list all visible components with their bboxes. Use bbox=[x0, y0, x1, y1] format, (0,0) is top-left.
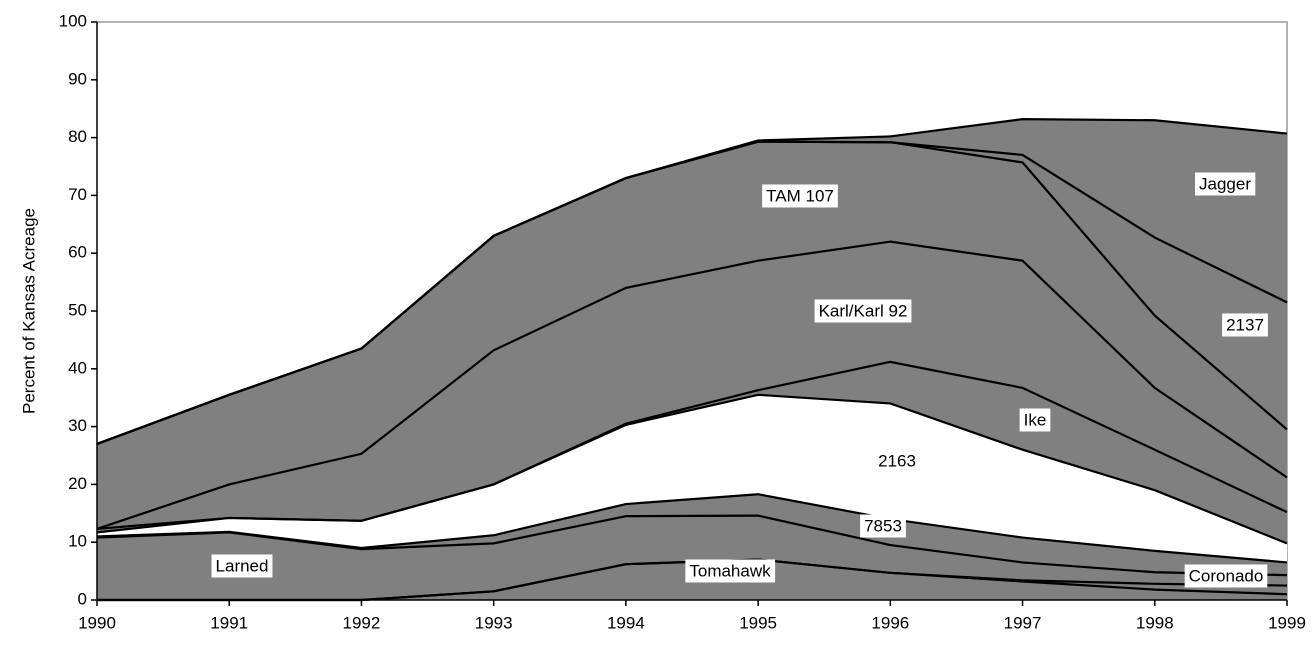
series-label-text: Ike bbox=[1024, 410, 1047, 429]
series-label: 2137 bbox=[1222, 313, 1268, 337]
area bbox=[97, 241, 1287, 529]
x-tick-label: 1998 bbox=[1136, 613, 1174, 632]
label-box bbox=[1184, 564, 1268, 588]
x-tick-label: 1991 bbox=[210, 613, 248, 632]
area bbox=[97, 119, 1287, 444]
area-line bbox=[96, 493, 1288, 564]
label-box bbox=[762, 184, 838, 208]
y-tick-label: 20 bbox=[68, 474, 87, 493]
label-box bbox=[1222, 313, 1268, 337]
x-tick-label: 1990 bbox=[78, 613, 116, 632]
series-label-text: Jagger bbox=[1199, 174, 1251, 193]
label-box bbox=[211, 554, 273, 578]
area bbox=[97, 494, 1287, 576]
series-label: 7853 bbox=[860, 514, 906, 538]
label-box bbox=[1195, 172, 1256, 196]
y-axis-label: Percent of Kansas Acreage bbox=[19, 208, 38, 414]
y-tick-label: 50 bbox=[68, 300, 87, 319]
y-tick-label: 70 bbox=[68, 185, 87, 204]
series-label-text: 7853 bbox=[864, 516, 902, 535]
x-tick-label: 1999 bbox=[1268, 613, 1306, 632]
x-tick-label: 1994 bbox=[607, 613, 645, 632]
series-label: Jagger bbox=[1195, 172, 1256, 196]
series-label-text: Karl/Karl 92 bbox=[819, 301, 908, 320]
series-label-text: 2137 bbox=[1226, 315, 1264, 334]
y-tick-label: 100 bbox=[59, 11, 87, 30]
x-tick-label: 1996 bbox=[871, 613, 909, 632]
y-tick-label: 80 bbox=[68, 127, 87, 146]
label-box bbox=[814, 299, 912, 323]
x-tick-label: 1997 bbox=[1004, 613, 1042, 632]
x-tick-label: 1993 bbox=[475, 613, 513, 632]
y-tick-label: 10 bbox=[68, 532, 87, 551]
area-line bbox=[96, 360, 1288, 531]
series-label: Coronado bbox=[1184, 564, 1268, 588]
series-label: Larned bbox=[211, 554, 273, 578]
series-label: Karl/Karl 92 bbox=[814, 299, 912, 323]
y-tick-label: 30 bbox=[68, 416, 87, 435]
series-label-text: Larned bbox=[216, 556, 269, 575]
area bbox=[97, 394, 1287, 563]
series-label-text: TAM 107 bbox=[766, 186, 834, 205]
x-tick-label: 1995 bbox=[739, 613, 777, 632]
area bbox=[97, 361, 1287, 544]
y-tick-label: 90 bbox=[68, 69, 87, 88]
y-tick-label: 60 bbox=[68, 243, 87, 262]
x-tick-label: 1992 bbox=[343, 613, 381, 632]
series-label-text: Coronado bbox=[1189, 566, 1264, 585]
label-box bbox=[1019, 408, 1051, 432]
series-label: Ike bbox=[1019, 408, 1051, 432]
label-box bbox=[685, 559, 776, 583]
series-label: TAM 107 bbox=[762, 184, 838, 208]
label-box bbox=[860, 514, 906, 538]
area bbox=[97, 141, 1287, 529]
series-label: Tomahawk bbox=[685, 559, 776, 583]
series-label-text: Tomahawk bbox=[689, 561, 771, 580]
series-label-text: 2163 bbox=[878, 451, 916, 470]
area-line bbox=[96, 118, 1288, 445]
y-tick-label: 0 bbox=[78, 589, 87, 608]
area bbox=[97, 515, 1287, 600]
area-line bbox=[96, 240, 1288, 530]
series-label: 2163 bbox=[878, 451, 916, 470]
y-tick-label: 40 bbox=[68, 358, 87, 377]
